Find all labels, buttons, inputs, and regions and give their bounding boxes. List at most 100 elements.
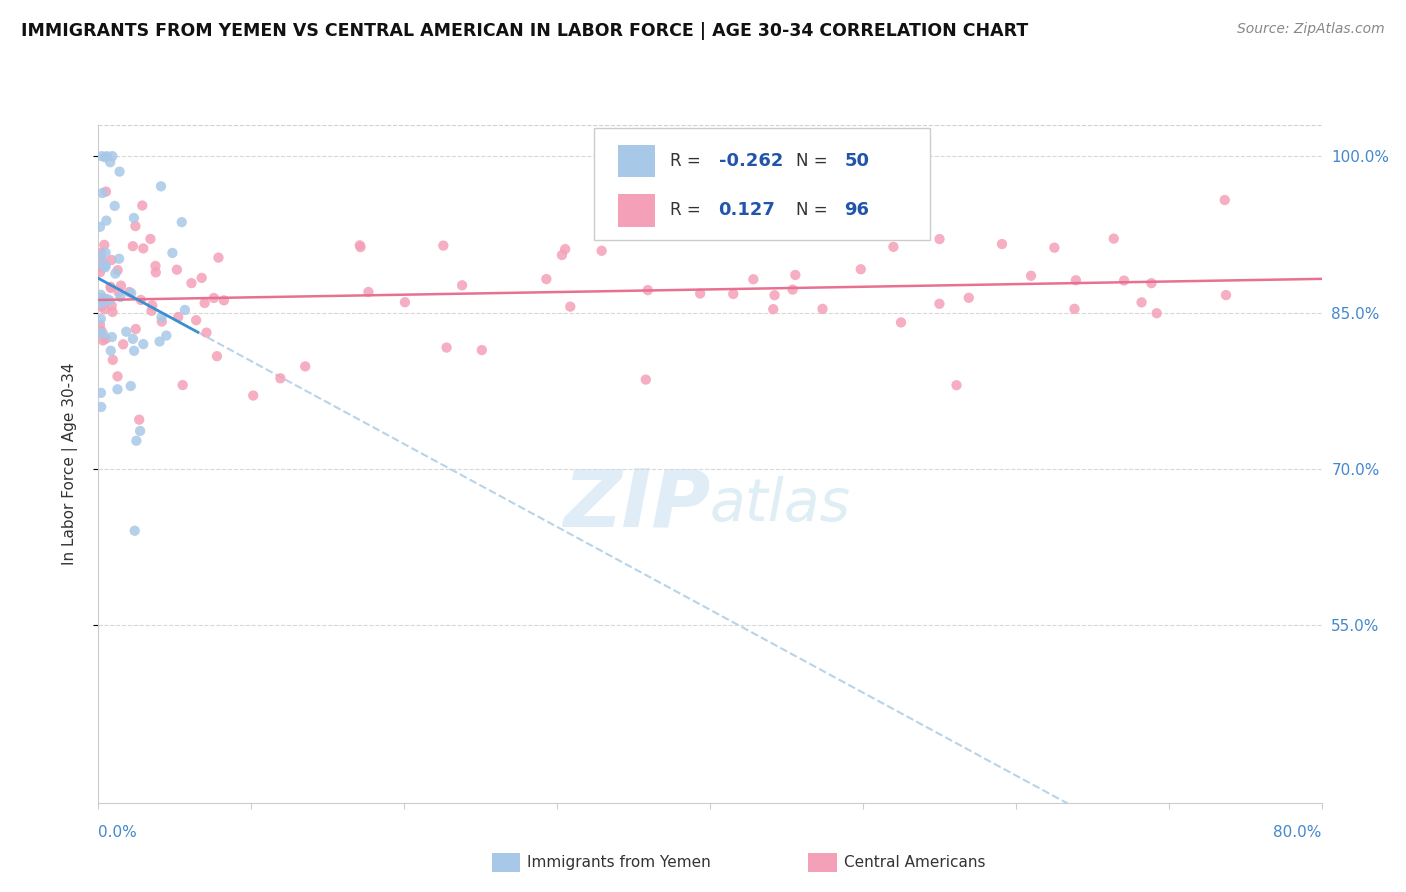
FancyBboxPatch shape <box>619 194 655 227</box>
Point <box>107 382 129 396</box>
Point <box>207 251 229 265</box>
Text: 0.127: 0.127 <box>718 202 776 219</box>
Point <box>432 238 454 252</box>
Point <box>91 291 114 305</box>
Point <box>89 318 111 332</box>
Point <box>689 286 711 301</box>
Point <box>100 280 122 294</box>
Text: Immigrants from Yemen: Immigrants from Yemen <box>527 855 711 870</box>
Point <box>742 272 765 286</box>
Point <box>349 238 371 252</box>
Point <box>782 283 804 297</box>
Point <box>89 248 111 262</box>
Point <box>90 246 112 260</box>
Point <box>94 332 117 346</box>
Point <box>98 293 121 308</box>
Point <box>1019 268 1042 283</box>
Point <box>104 267 127 281</box>
Point <box>167 310 190 324</box>
Point <box>108 164 131 178</box>
Point <box>94 245 117 260</box>
Point <box>90 324 112 338</box>
Text: 96: 96 <box>845 202 869 219</box>
Point <box>357 285 380 299</box>
Point <box>104 199 127 213</box>
Point <box>107 285 129 300</box>
Text: -0.262: -0.262 <box>718 153 783 170</box>
Point <box>890 315 912 329</box>
Point <box>89 219 111 234</box>
Point <box>100 252 122 267</box>
Point <box>723 287 745 301</box>
Text: IMMIGRANTS FROM YEMEN VS CENTRAL AMERICAN IN LABOR FORCE | AGE 30-34 CORRELATION: IMMIGRANTS FROM YEMEN VS CENTRAL AMERICA… <box>21 22 1028 40</box>
Point <box>945 378 967 392</box>
Text: R =: R = <box>669 153 706 170</box>
Point <box>1112 274 1135 288</box>
Point <box>205 349 228 363</box>
Point <box>269 371 291 385</box>
Point <box>122 211 145 225</box>
Point <box>89 260 111 274</box>
Point <box>195 326 218 340</box>
Point <box>89 293 111 307</box>
Point <box>1140 276 1163 290</box>
Point <box>551 248 574 262</box>
Point <box>349 240 371 254</box>
Point <box>1102 232 1125 246</box>
Point <box>242 388 264 402</box>
Point <box>150 310 173 325</box>
Point <box>89 265 111 279</box>
Point <box>150 179 173 194</box>
Point <box>145 259 167 273</box>
Point <box>108 252 131 266</box>
Point <box>96 292 118 306</box>
Point <box>96 149 118 163</box>
Point <box>928 232 950 246</box>
Point <box>145 265 167 279</box>
Point <box>122 343 145 358</box>
Point <box>89 293 111 307</box>
Point <box>90 287 112 301</box>
Point <box>882 240 904 254</box>
Point <box>94 259 117 273</box>
Point <box>128 412 150 426</box>
FancyBboxPatch shape <box>619 145 655 178</box>
Text: ZIP: ZIP <box>562 466 710 543</box>
Text: Central Americans: Central Americans <box>844 855 986 870</box>
Point <box>98 155 121 169</box>
Point <box>762 302 785 317</box>
Point <box>849 262 872 277</box>
Point <box>141 303 163 318</box>
Point <box>125 322 148 336</box>
Text: Source: ZipAtlas.com: Source: ZipAtlas.com <box>1237 22 1385 37</box>
Point <box>90 293 112 308</box>
Text: N =: N = <box>796 202 832 219</box>
Point <box>90 312 112 326</box>
Point <box>184 313 207 327</box>
Point <box>172 378 194 392</box>
Point <box>101 305 124 319</box>
Point <box>294 359 316 374</box>
Point <box>155 328 177 343</box>
Point <box>122 332 145 346</box>
Point <box>1063 301 1085 316</box>
Point <box>591 244 613 258</box>
Point <box>110 278 132 293</box>
Point <box>170 215 193 229</box>
Text: 80.0%: 80.0% <box>1274 825 1322 840</box>
Point <box>100 343 122 358</box>
Point <box>785 268 807 282</box>
Point <box>139 232 162 246</box>
Point <box>194 296 217 310</box>
Point <box>451 278 474 293</box>
Point <box>560 300 582 314</box>
Point <box>107 369 129 384</box>
Point <box>101 352 124 367</box>
Point <box>132 241 155 255</box>
Point <box>90 149 112 163</box>
Point <box>91 334 114 348</box>
Point <box>634 373 657 387</box>
Point <box>93 327 115 342</box>
Point <box>1043 241 1066 255</box>
FancyBboxPatch shape <box>593 128 931 240</box>
